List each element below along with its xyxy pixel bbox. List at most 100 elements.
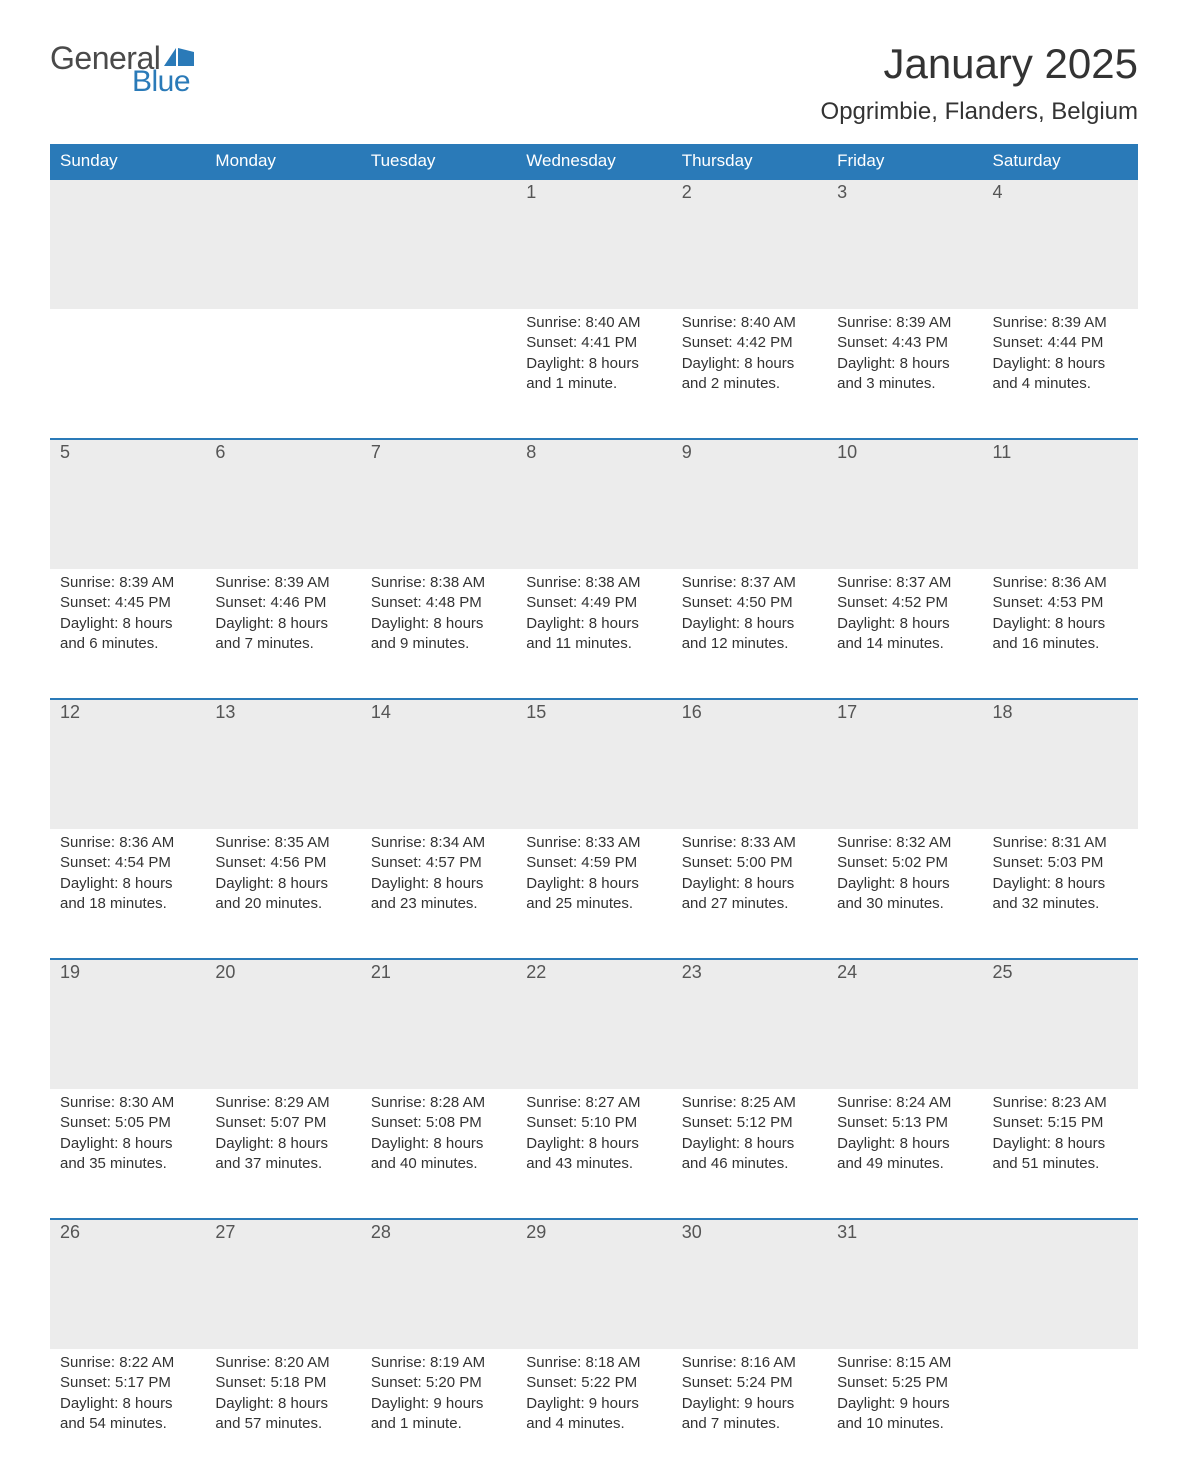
day-number: 27 — [205, 1220, 360, 1245]
daylight-text: Daylight: 8 hours and 23 minutes. — [371, 874, 506, 915]
daylight-text: Daylight: 8 hours and 46 minutes. — [682, 1134, 817, 1175]
sunrise-text: Sunrise: 8:34 AM — [371, 833, 506, 853]
day-header: Wednesday — [516, 144, 671, 179]
day-content: Sunrise: 8:31 AMSunset: 5:03 PMDaylight:… — [983, 829, 1138, 924]
day-content-cell: Sunrise: 8:40 AMSunset: 4:42 PMDaylight:… — [672, 309, 827, 439]
day-content — [361, 309, 516, 323]
day-content: Sunrise: 8:28 AMSunset: 5:08 PMDaylight:… — [361, 1089, 516, 1184]
day-number: 28 — [361, 1220, 516, 1245]
day-number-cell: 29 — [516, 1219, 671, 1349]
sunset-text: Sunset: 5:10 PM — [526, 1113, 661, 1133]
day-number-cell: 31 — [827, 1219, 982, 1349]
sunset-text: Sunset: 5:00 PM — [682, 853, 817, 873]
sunrise-text: Sunrise: 8:33 AM — [526, 833, 661, 853]
day-number-cell: 27 — [205, 1219, 360, 1349]
day-number: 11 — [983, 440, 1138, 465]
day-number-cell — [205, 179, 360, 309]
day-number: 17 — [827, 700, 982, 725]
day-number — [361, 180, 516, 205]
sunrise-text: Sunrise: 8:39 AM — [60, 573, 195, 593]
sunrise-text: Sunrise: 8:35 AM — [215, 833, 350, 853]
day-content-cell: Sunrise: 8:38 AMSunset: 4:49 PMDaylight:… — [516, 569, 671, 699]
sunset-text: Sunset: 4:43 PM — [837, 333, 972, 353]
day-content: Sunrise: 8:40 AMSunset: 4:42 PMDaylight:… — [672, 309, 827, 404]
day-content-cell: Sunrise: 8:28 AMSunset: 5:08 PMDaylight:… — [361, 1089, 516, 1219]
day-header: Saturday — [983, 144, 1138, 179]
day-number-cell: 26 — [50, 1219, 205, 1349]
day-number-cell: 9 — [672, 439, 827, 569]
sunrise-text: Sunrise: 8:28 AM — [371, 1093, 506, 1113]
day-number-cell — [50, 179, 205, 309]
day-number-cell: 14 — [361, 699, 516, 829]
day-number: 30 — [672, 1220, 827, 1245]
day-content: Sunrise: 8:16 AMSunset: 5:24 PMDaylight:… — [672, 1349, 827, 1444]
sunset-text: Sunset: 4:48 PM — [371, 593, 506, 613]
day-number: 16 — [672, 700, 827, 725]
day-content-cell: Sunrise: 8:33 AMSunset: 4:59 PMDaylight:… — [516, 829, 671, 959]
sunrise-text: Sunrise: 8:37 AM — [837, 573, 972, 593]
day-number: 21 — [361, 960, 516, 985]
week-number-row: 19202122232425 — [50, 959, 1138, 1089]
day-number-cell: 22 — [516, 959, 671, 1089]
day-number: 9 — [672, 440, 827, 465]
sunset-text: Sunset: 5:03 PM — [993, 853, 1128, 873]
day-content-cell: Sunrise: 8:36 AMSunset: 4:54 PMDaylight:… — [50, 829, 205, 959]
sunrise-text: Sunrise: 8:36 AM — [60, 833, 195, 853]
day-content: Sunrise: 8:24 AMSunset: 5:13 PMDaylight:… — [827, 1089, 982, 1184]
sunrise-text: Sunrise: 8:24 AM — [837, 1093, 972, 1113]
day-content: Sunrise: 8:33 AMSunset: 5:00 PMDaylight:… — [672, 829, 827, 924]
day-header: Thursday — [672, 144, 827, 179]
day-content-cell: Sunrise: 8:27 AMSunset: 5:10 PMDaylight:… — [516, 1089, 671, 1219]
day-number-cell: 3 — [827, 179, 982, 309]
daylight-text: Daylight: 8 hours and 2 minutes. — [682, 354, 817, 395]
sunset-text: Sunset: 4:59 PM — [526, 853, 661, 873]
sunset-text: Sunset: 5:17 PM — [60, 1373, 195, 1393]
day-content-cell: Sunrise: 8:37 AMSunset: 4:52 PMDaylight:… — [827, 569, 982, 699]
day-content-cell — [205, 309, 360, 439]
day-content: Sunrise: 8:27 AMSunset: 5:10 PMDaylight:… — [516, 1089, 671, 1184]
sunset-text: Sunset: 4:53 PM — [993, 593, 1128, 613]
day-content: Sunrise: 8:18 AMSunset: 5:22 PMDaylight:… — [516, 1349, 671, 1444]
day-content: Sunrise: 8:39 AMSunset: 4:43 PMDaylight:… — [827, 309, 982, 404]
day-content-cell: Sunrise: 8:29 AMSunset: 5:07 PMDaylight:… — [205, 1089, 360, 1219]
day-number-cell: 11 — [983, 439, 1138, 569]
day-content: Sunrise: 8:39 AMSunset: 4:45 PMDaylight:… — [50, 569, 205, 664]
day-number: 12 — [50, 700, 205, 725]
sunrise-text: Sunrise: 8:20 AM — [215, 1353, 350, 1373]
sunset-text: Sunset: 4:50 PM — [682, 593, 817, 613]
day-content: Sunrise: 8:25 AMSunset: 5:12 PMDaylight:… — [672, 1089, 827, 1184]
week-content-row: Sunrise: 8:30 AMSunset: 5:05 PMDaylight:… — [50, 1089, 1138, 1219]
day-number-cell: 28 — [361, 1219, 516, 1349]
day-content — [205, 309, 360, 323]
week-content-row: Sunrise: 8:22 AMSunset: 5:17 PMDaylight:… — [50, 1349, 1138, 1479]
day-content: Sunrise: 8:15 AMSunset: 5:25 PMDaylight:… — [827, 1349, 982, 1444]
day-content-cell — [983, 1349, 1138, 1479]
week-content-row: Sunrise: 8:36 AMSunset: 4:54 PMDaylight:… — [50, 829, 1138, 959]
sunrise-text: Sunrise: 8:32 AM — [837, 833, 972, 853]
daylight-text: Daylight: 8 hours and 7 minutes. — [215, 614, 350, 655]
day-number-cell: 10 — [827, 439, 982, 569]
sunrise-text: Sunrise: 8:25 AM — [682, 1093, 817, 1113]
day-number-cell: 2 — [672, 179, 827, 309]
sunset-text: Sunset: 5:08 PM — [371, 1113, 506, 1133]
week-content-row: Sunrise: 8:40 AMSunset: 4:41 PMDaylight:… — [50, 309, 1138, 439]
day-number: 5 — [50, 440, 205, 465]
day-content: Sunrise: 8:39 AMSunset: 4:44 PMDaylight:… — [983, 309, 1138, 404]
day-content-cell: Sunrise: 8:34 AMSunset: 4:57 PMDaylight:… — [361, 829, 516, 959]
day-content-cell: Sunrise: 8:39 AMSunset: 4:43 PMDaylight:… — [827, 309, 982, 439]
day-number-cell: 25 — [983, 959, 1138, 1089]
day-number: 3 — [827, 180, 982, 205]
sunset-text: Sunset: 5:07 PM — [215, 1113, 350, 1133]
logo: General Blue — [50, 40, 194, 99]
daylight-text: Daylight: 9 hours and 7 minutes. — [682, 1394, 817, 1435]
sunset-text: Sunset: 4:45 PM — [60, 593, 195, 613]
daylight-text: Daylight: 8 hours and 40 minutes. — [371, 1134, 506, 1175]
day-content-cell — [361, 309, 516, 439]
daylight-text: Daylight: 8 hours and 6 minutes. — [60, 614, 195, 655]
day-content-cell: Sunrise: 8:38 AMSunset: 4:48 PMDaylight:… — [361, 569, 516, 699]
sunset-text: Sunset: 5:13 PM — [837, 1113, 972, 1133]
logo-text-blue: Blue — [132, 65, 194, 99]
sunset-text: Sunset: 5:05 PM — [60, 1113, 195, 1133]
day-content-cell: Sunrise: 8:19 AMSunset: 5:20 PMDaylight:… — [361, 1349, 516, 1479]
day-number: 24 — [827, 960, 982, 985]
